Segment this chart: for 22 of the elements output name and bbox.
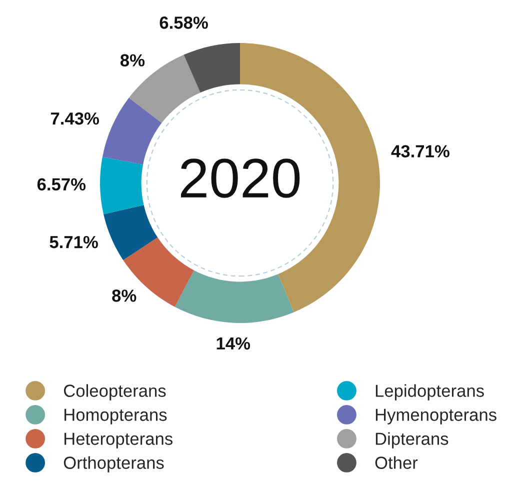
donut-slice bbox=[174, 270, 294, 323]
data-label: 5.71% bbox=[50, 236, 98, 248]
donut-slice bbox=[100, 156, 144, 214]
data-label: 14% bbox=[216, 337, 250, 350]
data-label: 6.58% bbox=[160, 16, 208, 29]
data-label: 8% bbox=[120, 54, 145, 66]
donut-slice bbox=[184, 43, 240, 93]
donut-slice bbox=[104, 205, 158, 260]
text: 2020 bbox=[181, 158, 300, 198]
legend-label: Orthopterans bbox=[64, 456, 164, 472]
data-label: 8% bbox=[112, 290, 136, 302]
legend-label: Hymenopterans bbox=[376, 408, 496, 424]
donut-slice bbox=[102, 98, 162, 165]
legend-label: Lepidopterans bbox=[376, 384, 484, 400]
data-label: 43.71% bbox=[391, 145, 450, 158]
legend-label: Other bbox=[375, 456, 418, 469]
legend-label: Heteropterans bbox=[64, 432, 172, 448]
legend-label: Dipterans bbox=[376, 432, 448, 448]
data-label: 7.43% bbox=[50, 112, 100, 125]
legend-label: Coleopterans bbox=[64, 384, 166, 400]
data-label: 6.57% bbox=[37, 178, 86, 191]
legend-label: Homopterans bbox=[64, 408, 167, 424]
